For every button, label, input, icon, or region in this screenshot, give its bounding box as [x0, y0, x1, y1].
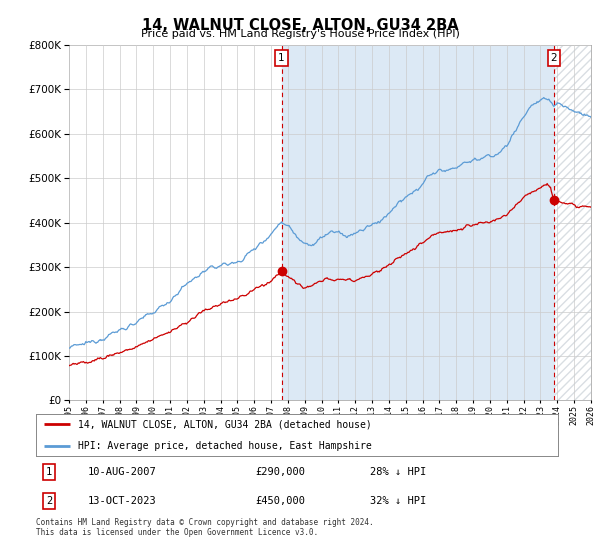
Text: HPI: Average price, detached house, East Hampshire: HPI: Average price, detached house, East… [78, 441, 371, 451]
Text: £290,000: £290,000 [255, 467, 305, 477]
Text: £450,000: £450,000 [255, 496, 305, 506]
Text: Price paid vs. HM Land Registry's House Price Index (HPI): Price paid vs. HM Land Registry's House … [140, 29, 460, 39]
Text: 14, WALNUT CLOSE, ALTON, GU34 2BA (detached house): 14, WALNUT CLOSE, ALTON, GU34 2BA (detac… [78, 419, 371, 430]
Text: 1: 1 [278, 53, 285, 63]
Text: 13-OCT-2023: 13-OCT-2023 [88, 496, 157, 506]
Text: 2: 2 [46, 496, 52, 506]
Text: 10-AUG-2007: 10-AUG-2007 [88, 467, 157, 477]
Text: 32% ↓ HPI: 32% ↓ HPI [370, 496, 427, 506]
Text: 14, WALNUT CLOSE, ALTON, GU34 2BA: 14, WALNUT CLOSE, ALTON, GU34 2BA [142, 18, 458, 33]
Bar [281, 45, 554, 400]
Text: 28% ↓ HPI: 28% ↓ HPI [370, 467, 427, 477]
Text: Contains HM Land Registry data © Crown copyright and database right 2024.
This d: Contains HM Land Registry data © Crown c… [36, 518, 374, 538]
Bar [554, 45, 591, 400]
Text: 1: 1 [46, 467, 52, 477]
Text: 2: 2 [550, 53, 557, 63]
